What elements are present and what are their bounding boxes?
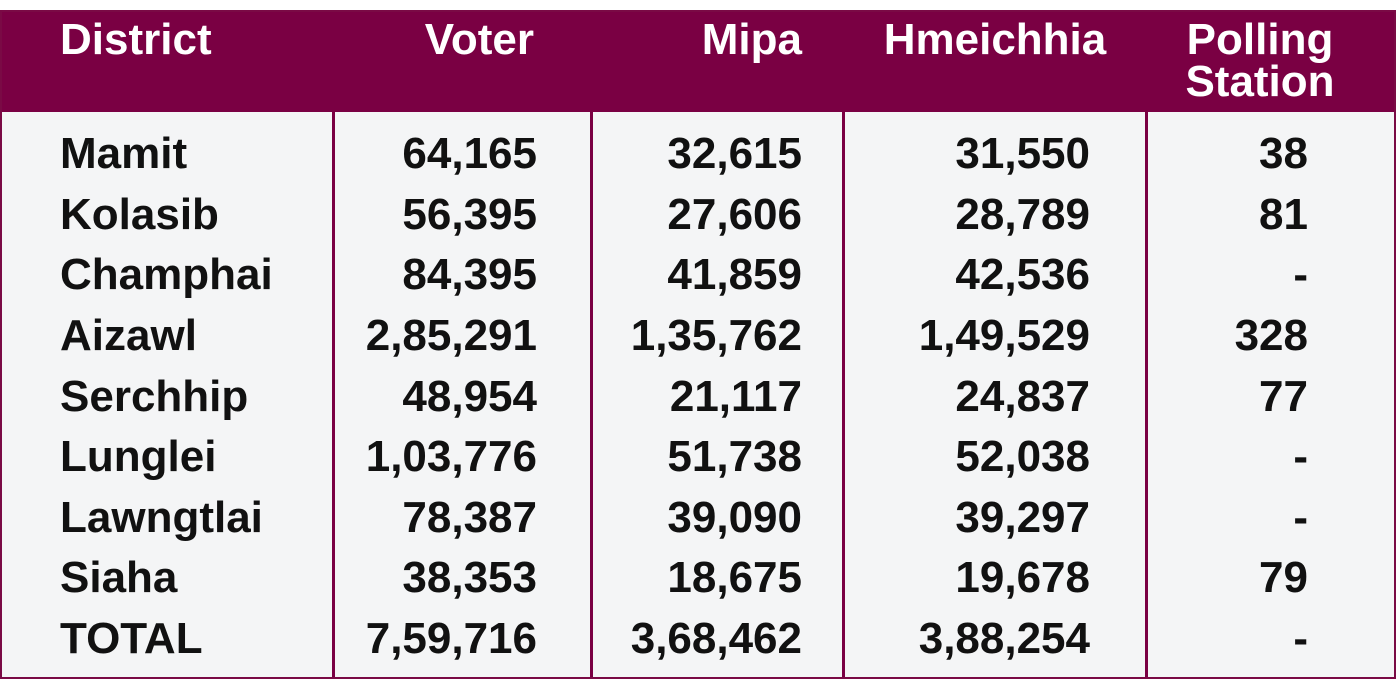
cell-voter: 38,353 — [402, 553, 537, 602]
cell-mipa: 18,675 — [667, 553, 802, 602]
cell-polling: - — [1293, 493, 1308, 542]
cell-district: Mamit — [60, 129, 188, 178]
cell-polling: - — [1293, 432, 1308, 481]
cell-mipa: 27,606 — [667, 190, 802, 239]
cell-hmeichhia: 28,789 — [955, 190, 1090, 239]
column-header-voter: Voter — [424, 15, 534, 64]
table-row: Lawngtlai 78,387 39,090 39,297 - — [2, 488, 1394, 548]
cell-hmeichhia: 52,038 — [955, 432, 1090, 481]
cell-mipa: 3,68,462 — [630, 614, 802, 663]
column-header-polling-line2: Station — [1185, 57, 1335, 106]
column-header-mipa: Mipa — [701, 15, 802, 64]
cell-polling: - — [1293, 614, 1308, 663]
table-row: Serchhip 48,954 21,117 24,837 77 — [2, 367, 1394, 427]
table-row: Aizawl 2,85,291 1,35,762 1,49,529 328 — [2, 306, 1394, 366]
table-row: Mamit 64,165 32,615 31,550 38 — [2, 124, 1394, 184]
column-divider — [1145, 112, 1148, 677]
cell-mipa: 51,738 — [667, 432, 802, 481]
column-header-polling-line1: Polling — [1186, 15, 1334, 64]
cell-voter: 56,395 — [402, 190, 537, 239]
cell-voter: 1,03,776 — [365, 432, 537, 481]
cell-hmeichhia: 39,297 — [955, 493, 1090, 542]
cell-district: TOTAL — [60, 614, 203, 663]
cell-district: Aizawl — [60, 311, 197, 360]
cell-mipa: 1,35,762 — [630, 311, 802, 360]
cell-district: Lawngtlai — [60, 493, 263, 542]
table-row: Kolasib 56,395 27,606 28,789 81 — [2, 185, 1394, 245]
cell-voter: 7,59,716 — [365, 614, 537, 663]
cell-hmeichhia: 1,49,529 — [918, 311, 1090, 360]
cell-polling: 77 — [1259, 372, 1308, 421]
cell-polling: 79 — [1259, 553, 1308, 602]
column-header-hmeichhia: Hmeichhia — [883, 15, 1107, 64]
cell-hmeichhia: 3,88,254 — [918, 614, 1090, 663]
table-row: Champhai 84,395 41,859 42,536 - — [2, 245, 1394, 305]
column-divider — [842, 112, 845, 677]
cell-hmeichhia: 24,837 — [955, 372, 1090, 421]
cell-hmeichhia: 31,550 — [955, 129, 1090, 178]
cell-voter: 78,387 — [402, 493, 537, 542]
table-row: Siaha 38,353 18,675 19,678 79 — [2, 548, 1394, 608]
cell-district: Serchhip — [60, 372, 249, 421]
cell-mipa: 21,117 — [669, 372, 802, 421]
table-row-total: TOTAL 7,59,716 3,68,462 3,88,254 - — [2, 609, 1394, 669]
column-header-district: District — [60, 15, 212, 64]
voter-table: District Voter Mipa Hmeichhia Polling St… — [0, 10, 1396, 679]
cell-polling: 38 — [1259, 129, 1308, 178]
cell-polling: - — [1293, 250, 1308, 299]
cell-voter: 48,954 — [402, 372, 537, 421]
cell-mipa: 41,859 — [667, 250, 802, 299]
cell-polling: 328 — [1234, 311, 1308, 360]
cell-hmeichhia: 42,536 — [955, 250, 1090, 299]
cell-polling: 81 — [1259, 190, 1308, 239]
cell-voter: 2,85,291 — [365, 311, 537, 360]
column-divider — [332, 112, 335, 677]
cell-voter: 64,165 — [402, 129, 537, 178]
cell-voter: 84,395 — [402, 250, 537, 299]
table-row: Lunglei 1,03,776 51,738 52,038 - — [2, 427, 1394, 487]
cell-hmeichhia: 19,678 — [955, 553, 1090, 602]
cell-district: Lunglei — [60, 432, 217, 481]
table-header: District Voter Mipa Hmeichhia Polling St… — [2, 12, 1394, 112]
cell-district: Champhai — [60, 250, 273, 299]
cell-district: Kolasib — [60, 190, 219, 239]
cell-district: Siaha — [60, 553, 178, 602]
cell-mipa: 32,615 — [667, 129, 802, 178]
column-divider — [590, 112, 593, 677]
cell-mipa: 39,090 — [667, 493, 802, 542]
